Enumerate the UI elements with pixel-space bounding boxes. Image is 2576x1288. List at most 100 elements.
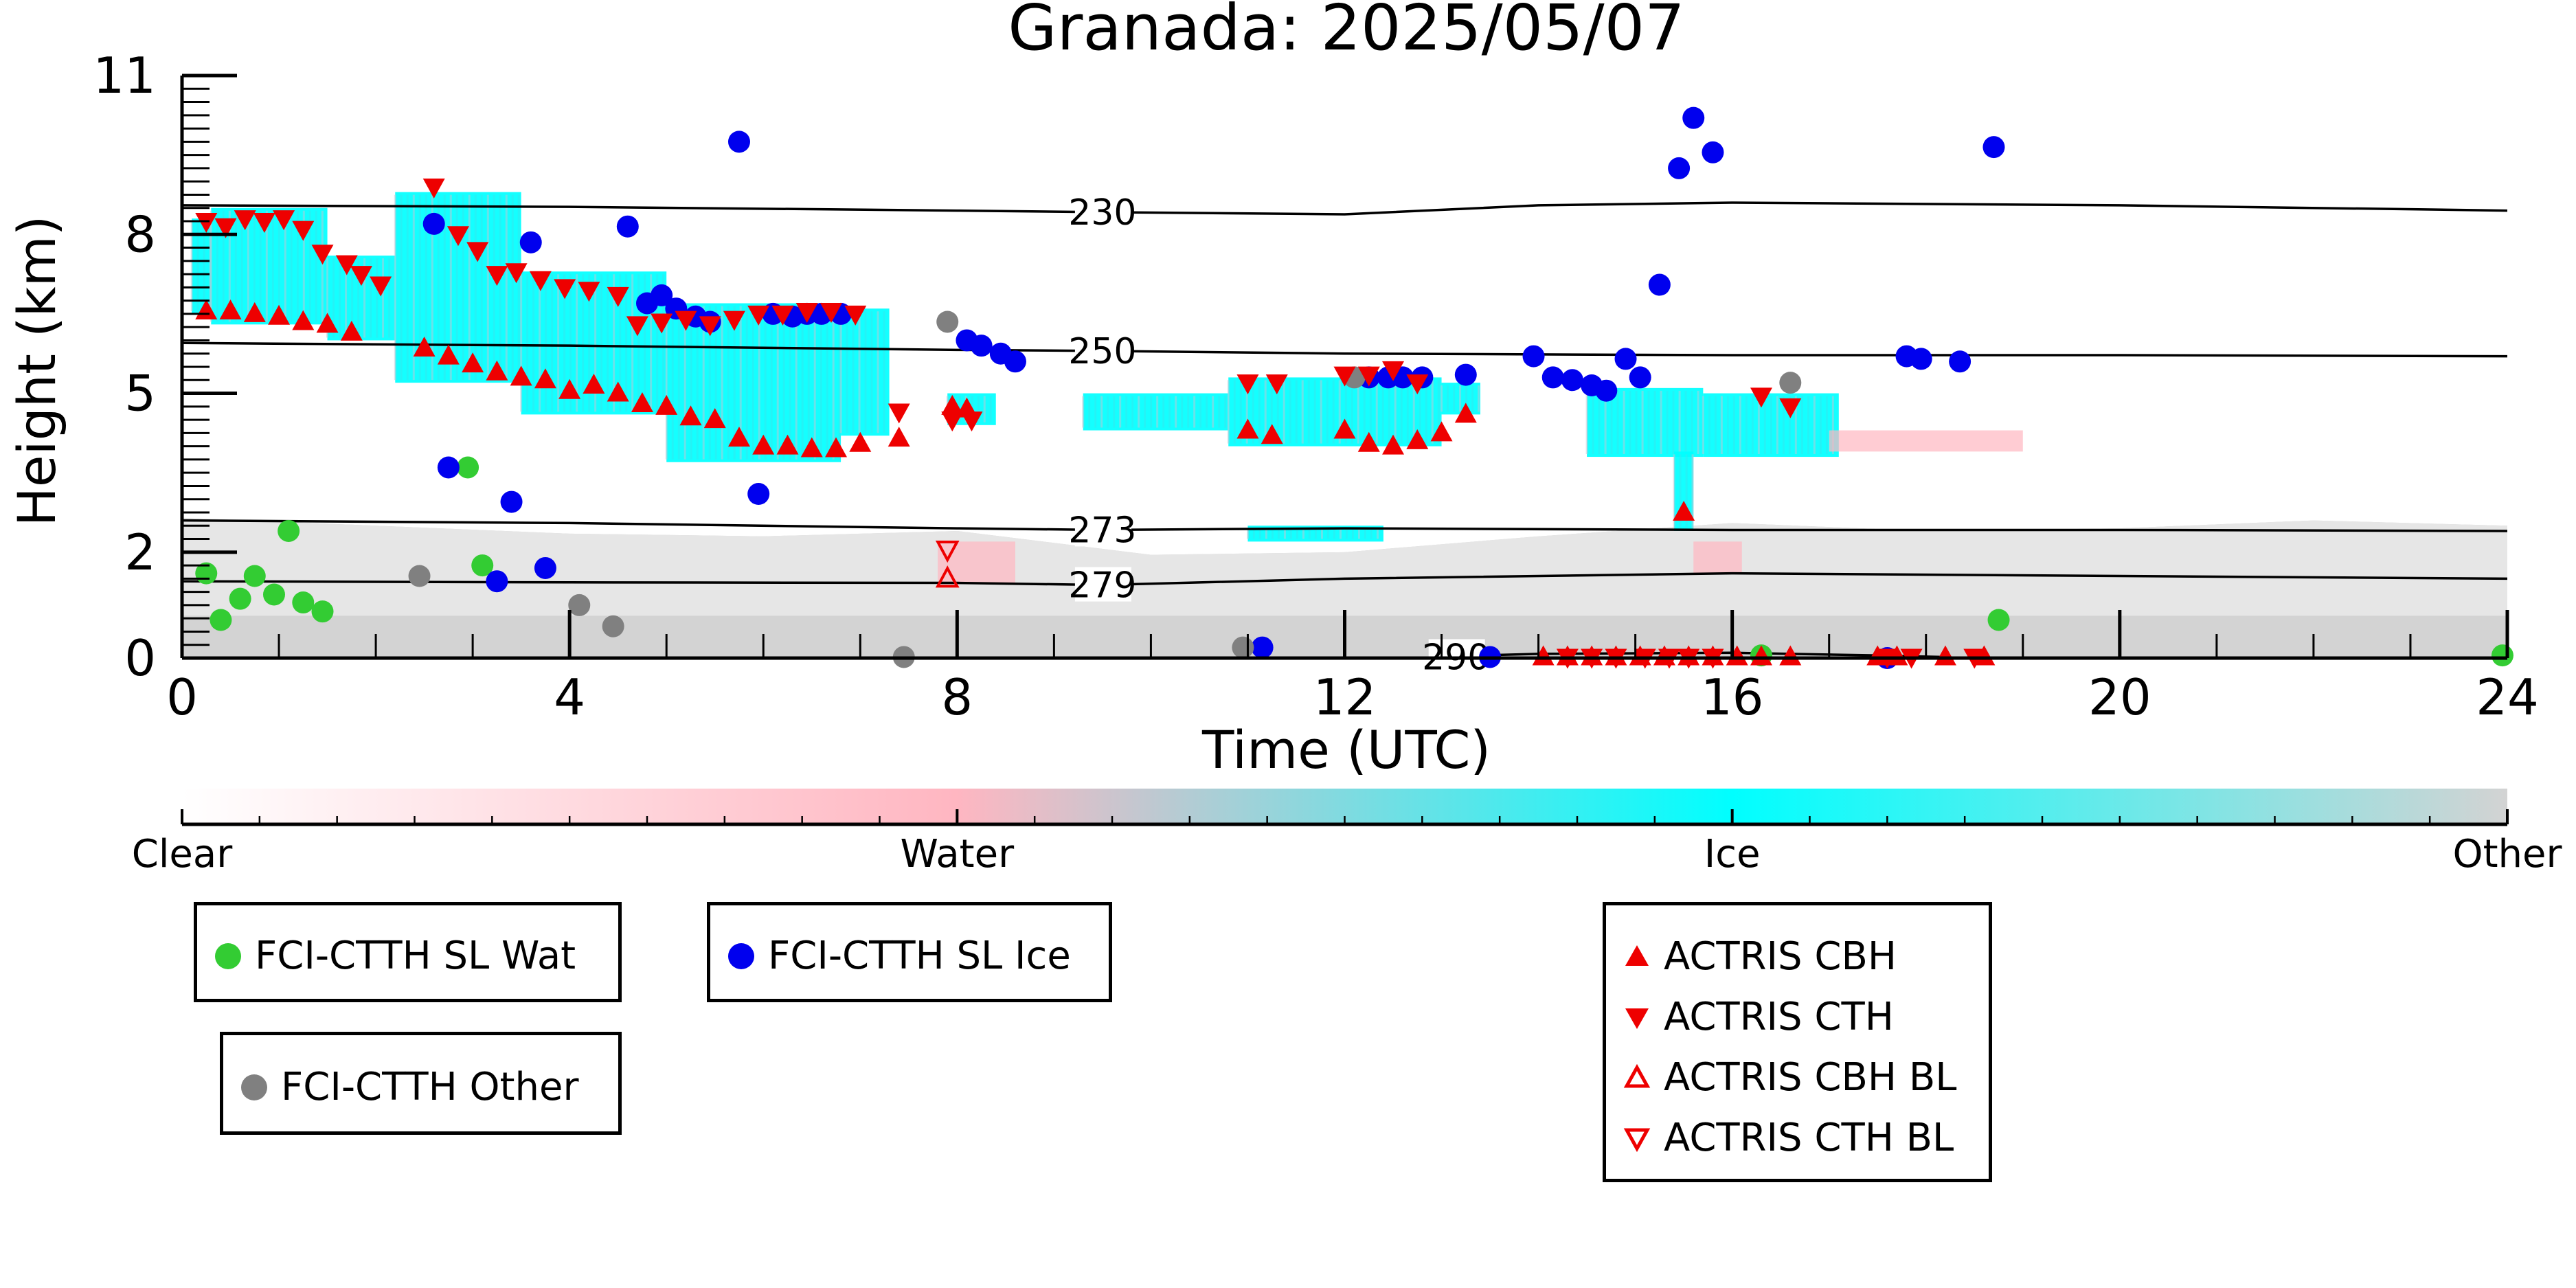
data-point [602, 615, 624, 637]
data-point [727, 131, 750, 153]
data-point [1982, 136, 2005, 159]
x-tick-label: 4 [554, 668, 585, 726]
data-point [651, 284, 673, 306]
data-point [936, 310, 959, 333]
data-point [820, 303, 842, 324]
data-point [262, 583, 285, 606]
data-point [727, 427, 750, 447]
data-point [935, 540, 960, 563]
x-tick-label: 8 [941, 668, 973, 726]
data-point [1779, 372, 1802, 394]
x-tick-label: 20 [2088, 668, 2151, 726]
data-point [1629, 366, 1651, 389]
legend-item: ACTRIS CTH [1606, 989, 1894, 1044]
data-point [583, 373, 605, 394]
data-point [486, 266, 508, 286]
data-point [849, 431, 872, 452]
legend-label: ACTRIS CTH BL [1664, 1115, 1954, 1160]
data-point [558, 379, 581, 399]
data-point [292, 221, 315, 241]
data-point [370, 276, 392, 297]
data-point [505, 263, 528, 284]
data-point [214, 218, 237, 238]
y-axis-label: Height (km) [6, 216, 67, 527]
legend-label: ACTRIS CBH BL [1664, 1054, 1957, 1100]
data-point [1648, 273, 1671, 296]
isotherm-label: 273 [1068, 510, 1136, 551]
data-point [534, 368, 556, 389]
data-point [1750, 387, 1772, 408]
isotherm-line [181, 201, 2508, 216]
data-point [1454, 403, 1477, 423]
data-point [1236, 418, 1259, 439]
y-tick-label: 0 [124, 629, 156, 687]
legend-label: FCI-CTTH SL Wat [255, 933, 576, 978]
y-tick-label: 5 [124, 365, 156, 422]
data-point [607, 286, 629, 307]
data-point [316, 313, 339, 333]
y-tick-label: 8 [124, 205, 156, 263]
x-tick-label: 12 [1313, 668, 1377, 726]
data-point [1673, 501, 1695, 521]
colorbar: Clear Water Ice Other [132, 789, 2562, 877]
legend-label: ACTRIS CTH [1664, 994, 1894, 1039]
legend-actris: ACTRIS CBH ACTRIS CTH ACTRIS CBH BL ACTR… [1603, 902, 1992, 1182]
data-point [607, 381, 629, 402]
x-axis-label: Time (UTC) [1201, 719, 1491, 780]
data-point [679, 405, 702, 426]
data-point [253, 213, 275, 233]
data-point [350, 266, 372, 286]
data-point [699, 316, 721, 337]
data-point [935, 565, 960, 588]
data-point [626, 316, 648, 337]
legend-label: FCI-CTTH SL Ice [768, 933, 1071, 978]
data-point [273, 210, 295, 231]
data-point [278, 519, 300, 542]
isotherm-label: 279 [1068, 565, 1136, 607]
data-point [1406, 374, 1429, 395]
data-point [1987, 609, 2010, 631]
data-point [486, 570, 508, 593]
data-point [616, 215, 639, 238]
data-point [437, 344, 460, 365]
data-point [703, 408, 726, 429]
legend-wat: FCI-CTTH SL Wat [194, 902, 622, 1002]
data-point [1004, 350, 1026, 373]
gray-dot-icon [237, 1070, 271, 1104]
legend-ice: FCI-CTTH SL Ice [707, 902, 1112, 1002]
data-point [888, 403, 910, 424]
data-point [243, 302, 266, 322]
data-point [335, 255, 358, 275]
data-point [1614, 348, 1637, 370]
isotherm-label-bg [1074, 194, 1131, 229]
data-point [578, 282, 600, 302]
isotherm-label: 250 [1068, 331, 1136, 372]
legend-item: ACTRIS CBH [1606, 929, 1897, 984]
data-point [500, 490, 523, 513]
data-point [771, 305, 794, 326]
data-point [311, 245, 334, 265]
triangle-up-open-icon [1620, 1060, 1654, 1094]
x-tick-label: 24 [2476, 668, 2539, 726]
data-point [1333, 418, 1356, 439]
colorbar-label: Water [901, 832, 1015, 877]
other-cloud-region-top [182, 517, 2507, 616]
data-point [466, 242, 489, 262]
data-point [1595, 379, 1618, 402]
data-point [422, 178, 445, 199]
data-point [1357, 366, 1380, 387]
data-point [292, 310, 315, 330]
data-point [888, 427, 910, 447]
water-cloud-region [938, 541, 1015, 585]
data-point [747, 305, 770, 326]
ice-cloud-region [1228, 377, 1442, 447]
isotherm-label-bg [1074, 332, 1131, 368]
isotherm-label-bg [1428, 639, 1485, 674]
data-point [229, 587, 251, 610]
data-point [960, 411, 983, 432]
data-point [1454, 363, 1477, 386]
data-point [422, 212, 445, 235]
data-point [234, 210, 256, 231]
data-point [1357, 431, 1380, 452]
green-dot-icon [211, 938, 245, 973]
